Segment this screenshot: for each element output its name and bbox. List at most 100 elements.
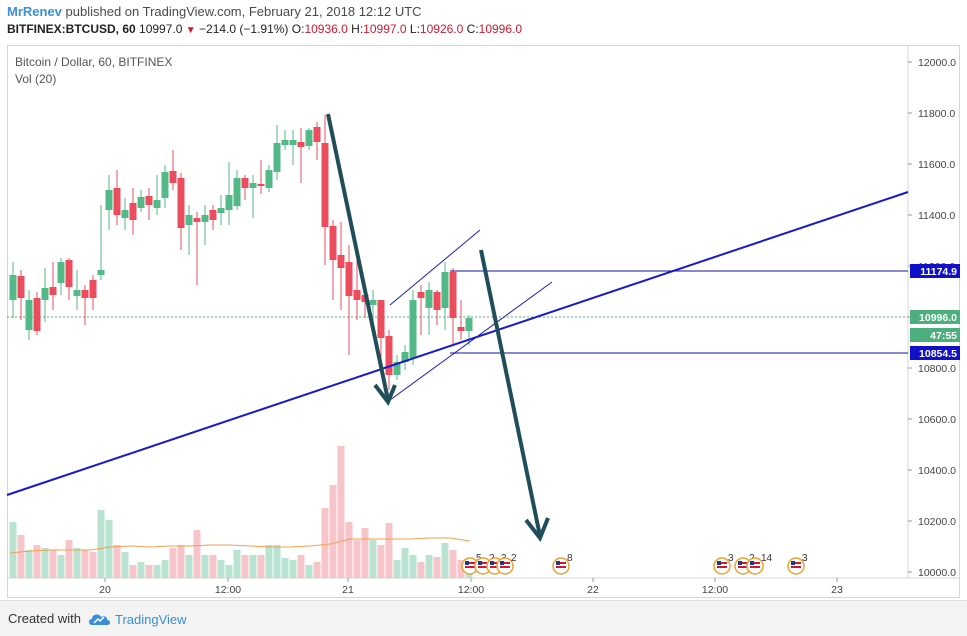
volume-bar [377, 545, 385, 578]
volume-bar [417, 562, 425, 578]
candle-down [433, 290, 441, 325]
author-link[interactable]: MrRenev [7, 4, 62, 19]
volume-bar [329, 485, 337, 578]
candle-down [417, 285, 425, 335]
volume-bar [337, 446, 345, 578]
volume-bar [217, 560, 225, 578]
candle-up [41, 268, 49, 322]
volume-bar [313, 562, 321, 578]
volume-bar [361, 528, 369, 578]
event-flag-icon[interactable]: 3 [787, 553, 808, 575]
event-count: 3 [802, 553, 808, 564]
event-badges[interactable]: 5232832143 [461, 553, 808, 575]
price-tick-label: 12000.0 [918, 57, 956, 69]
price-chart[interactable]: 12000.011800.011600.011400.011200.011000… [0, 0, 967, 600]
volume-bar [201, 555, 209, 578]
candle-down [169, 150, 177, 190]
candle-down [145, 188, 153, 220]
candle-down [345, 245, 353, 355]
volume-bar [425, 555, 433, 578]
price-tick-label: 10800.0 [918, 363, 956, 375]
chart-legend: Bitcoin / Dollar, 60, BITFINEX Vol (20) [15, 54, 172, 88]
price-tick-label: 11600.0 [918, 159, 955, 171]
event-flag-icon[interactable]: 2 [496, 553, 517, 575]
channel-lower-line[interactable] [389, 281, 553, 401]
volume-bar [401, 548, 409, 578]
volume-bar [225, 565, 233, 578]
price-change: −214.0 (−1.91%) [199, 22, 289, 36]
time-tick-label: 21 [342, 584, 354, 596]
volume-bar [385, 523, 393, 578]
down-arrow-drawing-1[interactable] [326, 113, 397, 406]
candle-down [17, 270, 25, 320]
time-tick-label: 20 [99, 584, 111, 596]
candle-up [9, 262, 17, 318]
volume-ma-line [9, 537, 471, 554]
candle-up [265, 165, 273, 192]
time-tick-label: 12:00 [702, 584, 728, 596]
candle-up [393, 355, 401, 380]
candle-down [257, 160, 265, 194]
candle-down [329, 220, 337, 300]
candle-up [409, 290, 417, 365]
time-axis[interactable]: 20 12:00 21 12:00 22 12:00 23 [99, 578, 843, 596]
trendline-main[interactable] [6, 191, 909, 496]
candle-down [129, 188, 137, 235]
candle-down [33, 292, 41, 335]
candle-down [377, 300, 385, 360]
channel-upper-line[interactable] [389, 229, 481, 306]
volume-bar [441, 543, 449, 578]
candle-up [305, 128, 313, 150]
volume-bar [233, 550, 241, 578]
candle-up [273, 125, 281, 180]
event-flag-icon[interactable]: 3 [713, 553, 734, 575]
candle-up [185, 205, 193, 255]
price-label-box [910, 346, 960, 360]
event-flag-icon[interactable]: 8 [552, 553, 573, 575]
volume-bar [153, 565, 161, 578]
price-tick-label: 10000.0 [918, 567, 956, 579]
volume-bar [65, 540, 73, 578]
chart-frame[interactable] [7, 45, 960, 598]
tradingview-link[interactable]: TradingView [87, 609, 187, 629]
candle-down [337, 222, 345, 310]
volume-bar [137, 562, 145, 578]
candle-down [457, 300, 465, 340]
candle-down [385, 330, 393, 390]
time-tick-label: 22 [587, 584, 599, 596]
volume-bar [297, 555, 305, 578]
cloud-logo-icon [89, 614, 110, 625]
volume-bar [89, 552, 97, 578]
price-label-text: 47:55 [930, 330, 957, 342]
volume-bar [57, 555, 65, 578]
publish-line: MrRenev published on TradingView.com, Fe… [7, 4, 422, 19]
price-label-box [910, 328, 960, 342]
volume-bar [409, 555, 417, 578]
volume-bar [9, 522, 17, 578]
volume-bar [145, 565, 153, 578]
last-price: 10997.0 [139, 22, 183, 36]
candle-down [49, 262, 57, 310]
down-arrow-drawing-2[interactable] [479, 249, 550, 542]
price-label-text: 11174.9 [920, 266, 957, 278]
close-value: 10996.0 [478, 22, 523, 36]
price-tick-label: 11400.0 [918, 210, 955, 222]
volume-bar [273, 545, 281, 578]
event-flag-icon[interactable]: 14 [746, 553, 773, 575]
volume-bar [129, 565, 137, 578]
volume-bar [105, 520, 113, 578]
price-tick-label: 10200.0 [918, 516, 956, 528]
open-label: O: [291, 22, 305, 36]
volume-bar [257, 555, 265, 578]
volume-bar [121, 552, 129, 578]
volume-title: Vol (20) [15, 72, 57, 86]
high-value: 10997.0 [363, 22, 407, 36]
ohlc-line: BITFINEX:BTCUSD, 60 10997.0 ▼ −214.0 (−1… [7, 22, 522, 36]
time-tick-label: 23 [831, 584, 843, 596]
candle-up [25, 290, 33, 340]
series-title: Bitcoin / Dollar, 60, BITFINEX [15, 55, 173, 69]
volume-bar [353, 540, 361, 578]
event-count: 8 [567, 553, 573, 564]
volume-bar [81, 550, 89, 578]
candle-down [65, 258, 73, 300]
